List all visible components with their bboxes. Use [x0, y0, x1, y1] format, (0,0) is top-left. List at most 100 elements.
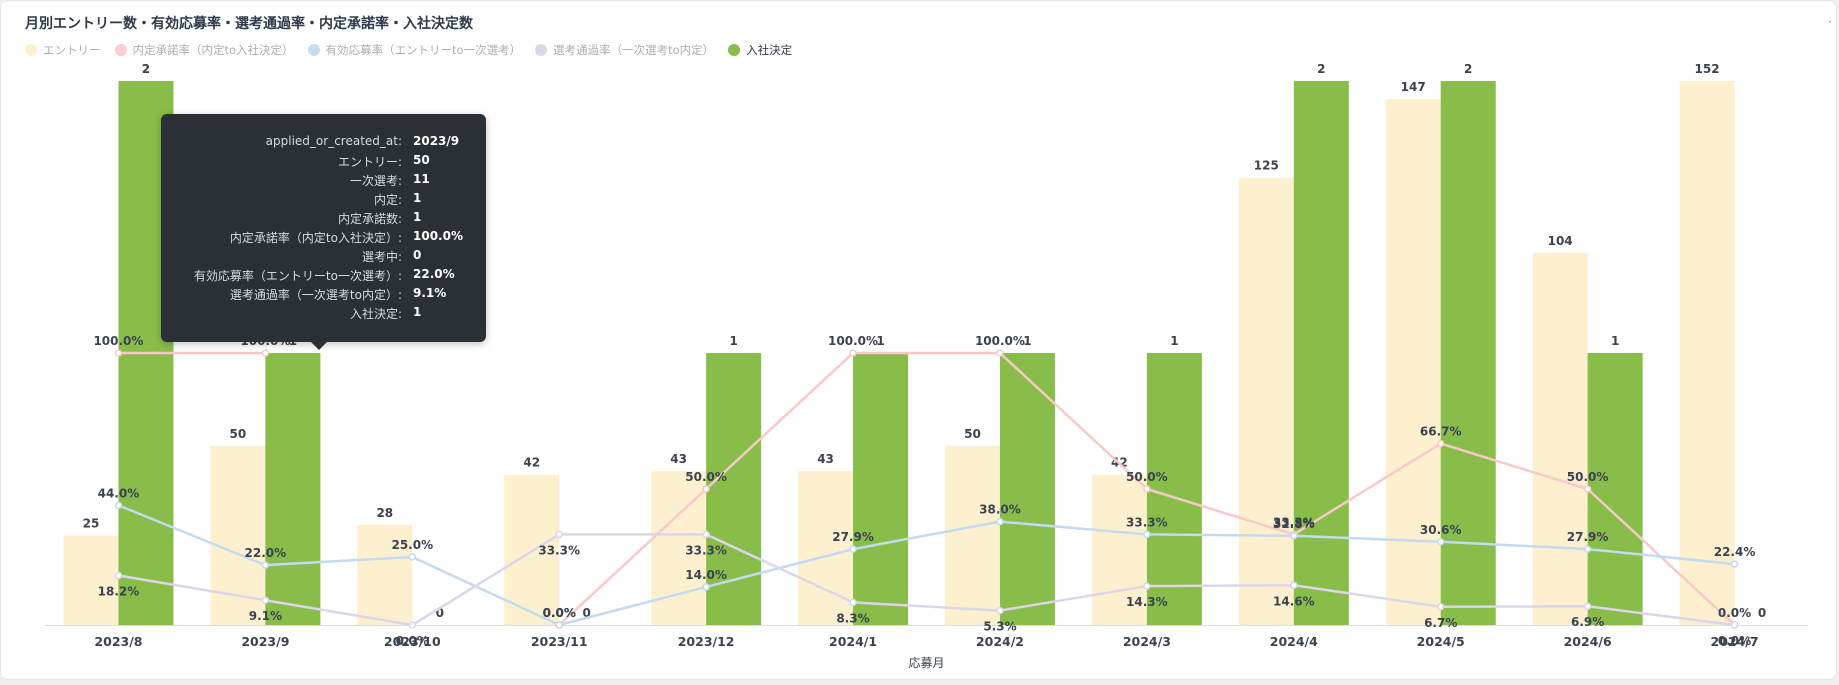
tooltip-row: 内定: 1 — [161, 191, 486, 210]
hires-data-label: 1 — [729, 334, 737, 348]
legend-item-valid-application-rate[interactable]: 有効応募率（エントリーto一次選考） — [307, 42, 522, 58]
series-data-label: 5.3% — [983, 620, 1016, 634]
series-point — [702, 530, 710, 539]
hires-data-label: 2 — [142, 62, 150, 76]
series-point — [261, 596, 270, 604]
legend-label-hires: 入社決定 — [746, 43, 793, 57]
series-data-label: 27.9% — [1567, 530, 1609, 544]
series-data-label: 66.7% — [1420, 425, 1462, 439]
series-point — [996, 606, 1004, 615]
series-data-label: 14.6% — [1273, 594, 1315, 608]
series-data-label: 32.8% — [1273, 517, 1315, 531]
legend-item-acceptance-rate[interactable]: 内定承諾率（内定to入社決定） — [114, 42, 294, 58]
hires-data-label: 0 — [583, 606, 591, 620]
tooltip-key: 内定承諾数: — [337, 212, 402, 226]
series-data-label: 14.3% — [1126, 595, 1168, 609]
series-data-label: 9.1% — [249, 609, 282, 623]
series-point — [849, 349, 857, 357]
tooltip-key: 内定承諾率（内定to入社決定）: — [229, 231, 402, 245]
entry-bar — [1532, 252, 1588, 625]
tooltip-key: 内定: — [373, 193, 402, 207]
hires-data-label: 1 — [876, 334, 884, 348]
series-data-label: 100.0% — [828, 334, 878, 348]
series-data-label: 25.0% — [391, 538, 433, 552]
x-tick-label: 2023/9 — [241, 634, 289, 649]
series-point — [1583, 545, 1592, 553]
legend-item-pass-rate[interactable]: 選考通過率（一次選考to内定） — [535, 42, 714, 58]
tooltip-row: 有効応募率（エントリーto一次選考）: 22.0% — [161, 267, 486, 286]
entry-bar — [357, 524, 413, 625]
tooltip-value: 1 — [413, 191, 422, 205]
tooltip-value: 11 — [413, 172, 430, 186]
tooltip-row: 選考通過率（一次選考to内定）: 9.1% — [161, 286, 486, 305]
entry-bar — [1091, 474, 1147, 625]
tooltip-row: エントリー: 50 — [161, 153, 486, 172]
legend-item-hires[interactable]: 入社決定 — [728, 42, 792, 58]
series-point — [114, 501, 123, 510]
entry-data-label: 147 — [1401, 80, 1426, 94]
tooltip-value: 1 — [413, 210, 422, 224]
entry-data-label: 104 — [1548, 234, 1573, 248]
entry-bar — [1238, 177, 1294, 625]
series-data-label: 30.6% — [1420, 523, 1462, 537]
x-tick-label: 2023/11 — [531, 634, 588, 649]
series-point — [1436, 603, 1445, 611]
series-data-label: 18.2% — [98, 584, 140, 598]
tooltip-value: 9.1% — [413, 286, 447, 300]
tooltip-key: エントリー: — [337, 155, 402, 169]
tooltip-key: 入社決定: — [349, 307, 402, 321]
x-tick-label: 2024/4 — [1270, 634, 1318, 649]
legend-label-entry: エントリー — [43, 43, 101, 57]
tooltip-row: 内定承諾率（内定to入社決定）: 100.0% — [161, 229, 486, 248]
entry-bar — [1385, 98, 1441, 626]
series-data-label: 44.0% — [98, 486, 140, 500]
legend-label-acceptance-rate: 内定承諾率（内定to入社決定） — [132, 43, 294, 57]
tooltip-row: applied_or_created_at: 2023/9 — [161, 134, 486, 153]
entry-bar — [63, 535, 119, 625]
x-tick-label: 2024/1 — [829, 634, 877, 649]
entry-data-label: 125 — [1254, 159, 1279, 173]
legend-item-entry[interactable]: エントリー — [25, 42, 101, 58]
series-data-label: 6.7% — [1424, 616, 1457, 630]
series-point — [114, 349, 123, 357]
series-line — [118, 533, 1735, 627]
series-point — [996, 517, 1004, 526]
x-tick-label: 2023/12 — [678, 634, 735, 649]
hires-data-label: 1 — [1170, 334, 1178, 348]
series-point — [114, 571, 123, 580]
legend-label-pass-rate: 選考通過率（一次選考to内定） — [553, 43, 715, 57]
series-data-label: 0.0% — [1718, 634, 1751, 648]
series-point — [702, 583, 710, 591]
series-point — [1436, 439, 1445, 448]
series-point — [849, 598, 857, 607]
series-data-label: 33.3% — [538, 543, 580, 557]
x-tick-label: 2024/7 — [1711, 634, 1759, 649]
series-data-label: 38.0% — [979, 503, 1021, 517]
series-point — [1583, 485, 1592, 493]
series-point — [555, 530, 563, 539]
legend-label-valid-application-rate: 有効応募率（エントリーto一次選考） — [325, 43, 522, 57]
series-data-label: 22.0% — [245, 546, 287, 560]
tooltip-value: 22.0% — [413, 267, 455, 281]
entry-data-label: 43 — [817, 452, 834, 466]
series-data-label: 0.0% — [543, 606, 576, 620]
hires-bar — [1146, 353, 1202, 625]
series-point — [1290, 532, 1298, 540]
tooltip-key: 選考通過率（一次選考to内定）: — [229, 288, 402, 302]
series-data-label: 100.0% — [975, 334, 1025, 348]
tooltip-value: 50 — [413, 153, 430, 167]
series-point — [261, 561, 270, 569]
series-point — [1143, 485, 1151, 493]
entry-data-label: 42 — [523, 456, 540, 470]
x-tick-label: 2023/8 — [94, 634, 142, 649]
x-tick-label: 2024/3 — [1123, 634, 1171, 649]
legend-dot-hires — [728, 44, 741, 56]
hires-data-label: 1 — [1023, 334, 1031, 348]
hires-bar — [1587, 353, 1643, 625]
entry-data-label: 152 — [1695, 62, 1720, 76]
x-tick-label: 2023/10 — [384, 634, 441, 649]
tooltip-value: 1 — [413, 305, 422, 319]
series-data-label: 100.0% — [93, 334, 143, 348]
x-tick-label: 2024/5 — [1417, 634, 1465, 649]
